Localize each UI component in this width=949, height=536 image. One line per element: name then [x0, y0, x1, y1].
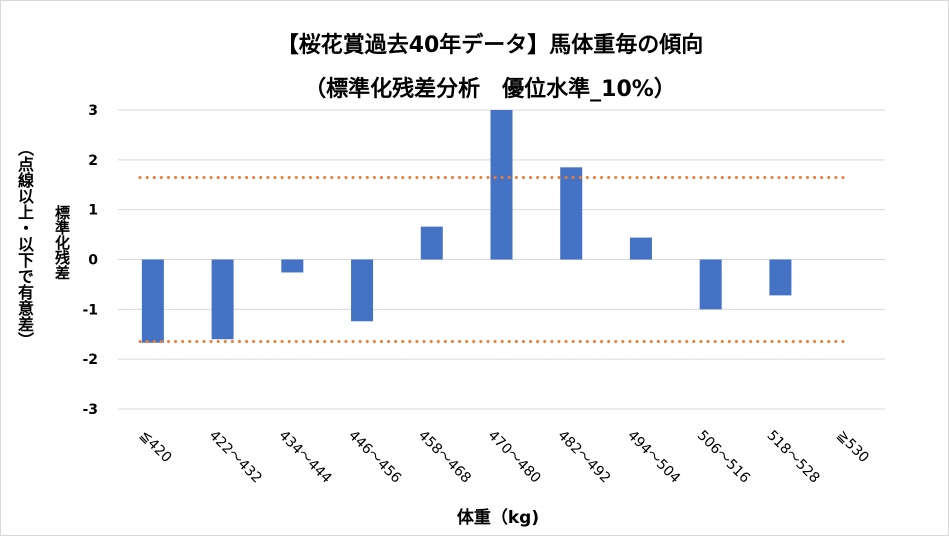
x-tick-label: 470～480 [485, 428, 544, 487]
y-tick-label: 3 [88, 103, 98, 119]
y-axis-note: （点線以上・以下で有意差） [15, 140, 34, 348]
bar [699, 259, 722, 310]
x-tick-label: 518～528 [764, 428, 823, 487]
bar [629, 237, 652, 260]
x-axis-title: 体重（kg) [457, 507, 539, 528]
x-tick-label: 458～468 [415, 428, 474, 487]
bar [281, 259, 304, 273]
bar [420, 226, 443, 260]
y-tick-label: -1 [82, 302, 98, 318]
x-tick-label: ≦420 [136, 428, 175, 467]
bar [560, 167, 583, 260]
x-tick-label: 422～432 [206, 428, 265, 487]
chart-title: 【桜花賞過去40年データ】馬体重毎の傾向 [277, 32, 704, 58]
y-tick-label: 2 [88, 153, 98, 169]
y-axis-title: 標準化残差 [53, 205, 71, 280]
y-tick-label: -2 [82, 352, 98, 368]
bar [769, 259, 792, 296]
chart-subtitle: （標準化残差分析 優位水準_10%） [304, 76, 676, 102]
bar [211, 259, 234, 340]
x-tick-label: 506～516 [694, 428, 753, 487]
bar [490, 110, 513, 260]
x-tick-label: 446～456 [345, 428, 404, 487]
y-tick-label: 1 [88, 203, 98, 219]
bar [141, 259, 164, 343]
y-tick-label: 0 [88, 253, 98, 269]
x-tick-label: 482～492 [554, 428, 613, 487]
x-tick-label: 494～504 [624, 428, 683, 487]
bar [351, 259, 374, 322]
x-tick-label: ≧530 [833, 428, 872, 467]
x-tick-label: 434～444 [275, 428, 334, 487]
y-tick-label: -3 [82, 402, 98, 418]
